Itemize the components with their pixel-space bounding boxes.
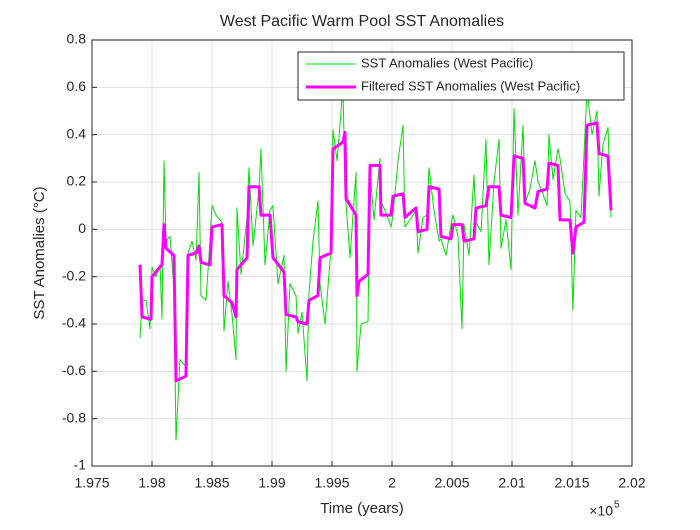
x-tick-label: 1.99 <box>258 475 285 491</box>
x-tick-label: 1.985 <box>194 475 229 491</box>
x-tick-label: 2.01 <box>498 475 525 491</box>
y-tick-label: 0.2 <box>67 173 87 189</box>
y-tick-label: -0.2 <box>62 267 86 283</box>
y-axis-label: SST Anomalies (°C) <box>31 186 48 319</box>
series-line <box>139 86 612 441</box>
legend-label: Filtered SST Anomalies (West Pacific) <box>361 78 580 93</box>
y-tick-label: -1 <box>74 457 87 473</box>
plot-area <box>92 40 632 466</box>
y-tick-label: -0.4 <box>62 315 86 331</box>
y-tick-label: 0.6 <box>67 78 87 94</box>
legend-box <box>297 51 625 101</box>
legend-label: SST Anomalies (West Pacific) <box>361 55 533 70</box>
legend: SST Anomalies (West Pacific) Filtered SST… <box>297 51 625 101</box>
x-tick-label: 2.005 <box>434 475 469 491</box>
x-exponent-base: ×10 <box>589 503 613 519</box>
axes-box <box>91 39 633 467</box>
chart-title: West Pacific Warm Pool SST Anomalies <box>220 13 504 30</box>
plot <box>138 86 613 441</box>
series-line <box>138 121 613 383</box>
x-tick-label: 2 <box>388 475 396 491</box>
y-tick-label: -0.8 <box>62 409 86 425</box>
y-tick-label: 0 <box>78 220 86 236</box>
x-tick-label: 1.995 <box>314 475 349 491</box>
x-tick-label: 1.975 <box>74 475 109 491</box>
y-tick-label: -0.6 <box>62 362 86 378</box>
x-exponent-power: 5 <box>614 500 620 511</box>
x-tick-label: 2.02 <box>618 475 645 491</box>
x-tick-label: 2.015 <box>554 475 589 491</box>
y-tick-label: 0.4 <box>67 125 87 141</box>
x-tick-label: 1.98 <box>138 475 165 491</box>
x-axis-label: Time (years) <box>320 500 404 517</box>
y-tick-label: 0.8 <box>67 31 87 47</box>
